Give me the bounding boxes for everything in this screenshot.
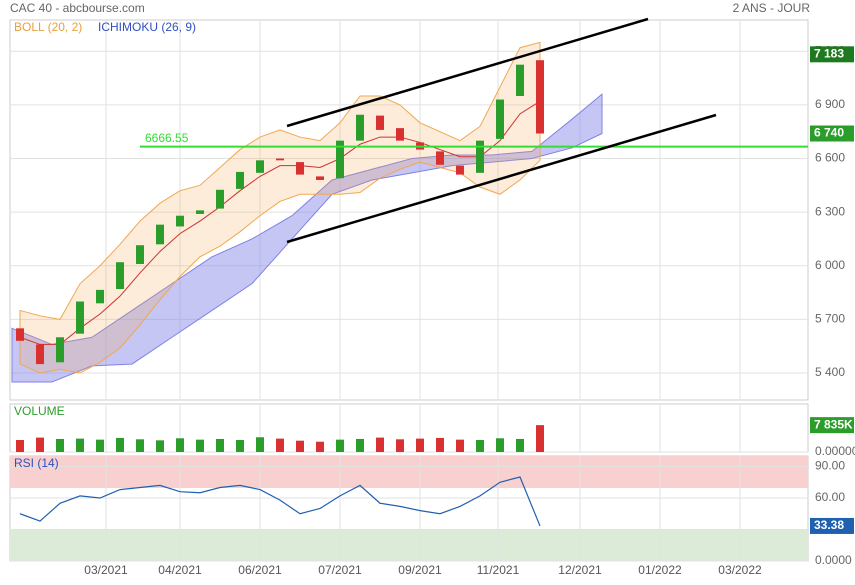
y-tick-label: 5 400 <box>815 365 845 379</box>
volume-bar <box>76 438 84 452</box>
value-tag-label: 6 740 <box>814 126 844 140</box>
volume-bar <box>216 438 224 452</box>
volume-bar <box>496 438 504 452</box>
volume-bar <box>376 437 384 452</box>
candle <box>116 262 124 290</box>
indicator-label: BOLL (20, 2) <box>14 20 82 34</box>
bollinger-band <box>19 41 541 374</box>
volume-bar <box>396 439 404 452</box>
volume-bar <box>296 440 304 452</box>
candle <box>436 151 444 165</box>
x-tick-label: 12/2021 <box>558 563 602 577</box>
ichimoku-cloud <box>11 93 603 383</box>
volume-bar <box>176 438 184 452</box>
candle <box>296 162 304 175</box>
volume-bar <box>96 439 104 452</box>
candle <box>156 224 164 245</box>
volume-bar <box>56 438 64 452</box>
y-tick-label: 6 000 <box>815 258 845 272</box>
panel-title: VOLUME <box>14 404 65 418</box>
chart-subtitle: 2 ANS - JOUR <box>733 1 811 15</box>
candle <box>396 128 404 141</box>
x-tick-label: 03/2022 <box>718 563 762 577</box>
value-tag-label: 7 835K <box>814 417 853 431</box>
candle <box>176 215 184 227</box>
y-tick-label: 6 900 <box>815 97 845 111</box>
candle <box>256 160 264 173</box>
rsi-line <box>19 476 541 527</box>
volume-pane <box>9 403 809 453</box>
candle <box>476 140 484 173</box>
volume-bar <box>336 439 344 452</box>
volume-bar <box>256 437 264 452</box>
value-tag <box>810 517 854 534</box>
candle <box>236 171 244 189</box>
volume-bar <box>116 437 124 452</box>
x-tick-label: 01/2022 <box>638 563 682 577</box>
candle <box>196 210 204 214</box>
x-tick-label: 09/2021 <box>398 563 442 577</box>
candle <box>316 176 324 180</box>
x-tick-label: 11/2021 <box>477 563 520 577</box>
candle <box>516 64 524 96</box>
y-tick-label: 60.00 <box>815 490 845 504</box>
x-tick-label: 04/2021 <box>158 563 202 577</box>
candle <box>496 99 504 139</box>
candle <box>336 140 344 179</box>
overbought-zone <box>10 456 808 488</box>
volume-bar <box>276 438 284 452</box>
candle <box>56 337 64 363</box>
y-tick-label: 90.00 <box>815 459 845 473</box>
y-tick-label: 6 300 <box>815 204 845 218</box>
y-tick-label: 5 700 <box>815 312 845 326</box>
volume-bar <box>476 440 484 452</box>
volume-bar <box>196 439 204 452</box>
volume-bar <box>516 438 524 452</box>
candle <box>536 60 544 134</box>
candle <box>96 289 104 304</box>
trend-line <box>286 113 717 244</box>
value-tag <box>810 46 854 63</box>
candle <box>36 344 44 365</box>
volume-bar <box>316 441 324 452</box>
bollinger-mid <box>19 100 541 345</box>
level-label: 6666.55 <box>145 131 189 145</box>
candle <box>216 189 224 209</box>
volume-bar <box>156 440 164 452</box>
volume-bar <box>536 425 544 452</box>
candle <box>136 245 144 264</box>
volume-bar <box>456 439 464 452</box>
oversold-zone <box>10 530 808 561</box>
candle <box>16 328 24 341</box>
x-tick-label: 06/2021 <box>238 563 282 577</box>
volume-bar <box>236 440 244 452</box>
value-tag-label: 33.38 <box>814 518 844 532</box>
candle <box>276 158 284 161</box>
candle <box>356 114 364 141</box>
volume-bar <box>136 439 144 452</box>
y-tick-label: 0.0000 <box>815 553 852 567</box>
volume-bar <box>436 437 444 452</box>
indicator-label: ICHIMOKU (26, 9) <box>98 20 196 34</box>
value-tag <box>810 125 854 142</box>
trend-line <box>286 17 649 128</box>
value-tag-label: 7 183 <box>814 46 844 60</box>
volume-bar <box>36 437 44 452</box>
y-tick-label: 0.00000 <box>815 444 855 458</box>
chart-title: CAC 40 - abcbourse.com <box>10 1 145 15</box>
volume-bar <box>16 440 24 452</box>
y-tick-label: 6 600 <box>815 151 845 165</box>
price-pane <box>9 19 809 401</box>
x-tick-label: 03/2021 <box>84 563 128 577</box>
candle <box>76 301 84 334</box>
candle <box>376 115 384 130</box>
volume-bar <box>416 438 424 452</box>
volume-bar <box>356 438 364 452</box>
panel-title: RSI (14) <box>14 456 59 470</box>
value-tag <box>810 417 854 434</box>
candle <box>456 165 464 175</box>
x-tick-label: 07/2021 <box>318 563 362 577</box>
